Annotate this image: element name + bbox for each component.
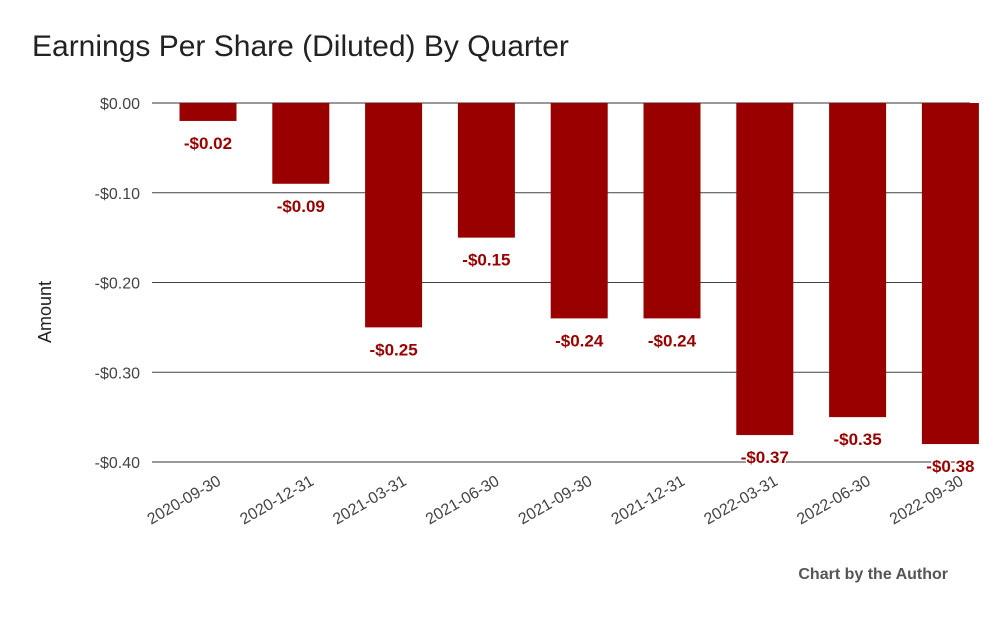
x-tick-label: 2022-06-30 bbox=[794, 473, 873, 529]
bar bbox=[921, 103, 979, 445]
x-axis-ticks: 2020-09-30 2020-12-31 2021-03-31 2021-06-30… bbox=[145, 473, 967, 529]
y-tick-label: -$0.10 bbox=[95, 186, 140, 203]
data-label: -$0.24 bbox=[648, 331, 697, 350]
data-label: -$0.25 bbox=[369, 340, 417, 359]
x-tick-label: 2022-03-31 bbox=[701, 473, 780, 529]
data-label: -$0.09 bbox=[277, 197, 325, 216]
data-label: -$0.02 bbox=[184, 134, 232, 153]
bar bbox=[643, 103, 701, 319]
bar bbox=[457, 103, 515, 238]
x-tick-label: 2020-09-30 bbox=[145, 473, 224, 529]
bar bbox=[550, 103, 608, 319]
x-tick-label: 2022-09-30 bbox=[887, 473, 966, 529]
x-tick-label: 2021-12-31 bbox=[609, 473, 688, 529]
chart-title: Earnings Per Share (Diluted) By Quarter bbox=[32, 30, 569, 63]
x-tick-label: 2020-12-31 bbox=[237, 473, 316, 529]
bar bbox=[736, 103, 794, 436]
data-label: -$0.37 bbox=[741, 448, 789, 467]
x-tick-label: 2021-06-30 bbox=[423, 473, 502, 529]
x-tick-label: 2021-03-31 bbox=[330, 473, 409, 529]
bar bbox=[365, 103, 423, 328]
y-axis-ticks: $0.00 -$0.10 -$0.20 -$0.30 -$0.40 bbox=[95, 96, 140, 472]
data-label: -$0.15 bbox=[462, 251, 510, 270]
y-tick-label: -$0.20 bbox=[95, 276, 140, 293]
y-tick-label: $0.00 bbox=[100, 96, 140, 113]
data-label: -$0.24 bbox=[555, 331, 604, 350]
data-labels: -$0.02 -$0.09 -$0.25 -$0.15 -$0.24 -$0.24 -$0.… bbox=[182, 132, 976, 477]
bar bbox=[272, 103, 330, 184]
bar bbox=[179, 103, 237, 121]
x-tick-label: 2021-09-30 bbox=[516, 473, 595, 529]
y-tick-label: -$0.30 bbox=[95, 365, 140, 382]
y-tick-label: -$0.40 bbox=[95, 455, 140, 472]
bars bbox=[179, 103, 979, 445]
data-label: -$0.35 bbox=[833, 430, 881, 449]
chart-credit: Chart by the Author bbox=[798, 566, 948, 583]
bar bbox=[829, 103, 887, 418]
data-label: -$0.38 bbox=[926, 457, 974, 476]
y-axis-label: Amount bbox=[35, 281, 55, 343]
